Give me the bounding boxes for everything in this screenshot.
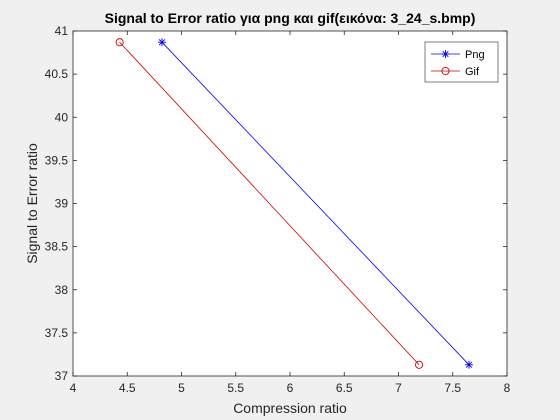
data-point-gif — [115, 38, 124, 47]
series-line-gif — [119, 41, 420, 366]
x-tick-label: 7 — [395, 381, 402, 395]
y-tick-label: 37 — [55, 369, 69, 383]
data-point-png — [157, 38, 166, 47]
x-tick-label: 6.5 — [336, 381, 353, 395]
legend-marker-png-stroke — [442, 50, 449, 58]
chart-title: Signal to Error ratio για png και gif(ει… — [105, 10, 476, 26]
y-tick-label: 40.5 — [45, 67, 69, 81]
plot-area — [73, 31, 507, 376]
y-tick-label: 37.5 — [45, 326, 69, 340]
legend-label-png: Png — [465, 49, 485, 61]
x-tick-label: 4 — [70, 381, 77, 395]
x-tick-label: 5 — [178, 381, 185, 395]
legend-label-gif: Gif — [465, 66, 480, 78]
y-tick-label: 39.5 — [45, 153, 69, 167]
y-tick-label: 41 — [55, 24, 69, 38]
x-tick-label: 5.5 — [227, 381, 244, 395]
x-tick-label: 4.5 — [119, 381, 136, 395]
series-layer — [115, 38, 474, 369]
data-point-gif — [415, 360, 424, 369]
y-tick-label: 39 — [55, 197, 69, 211]
y-tick-label: 40 — [55, 110, 69, 124]
x-tick-label: 7.5 — [444, 381, 461, 395]
data-point-png — [465, 360, 474, 369]
x-tick-label: 6 — [287, 381, 294, 395]
legend-marker-png — [441, 50, 450, 58]
y-axis-label: Signal to Error ratio — [24, 143, 40, 264]
data-point-png-stroke — [158, 39, 166, 46]
legend-items: Png Gif — [431, 49, 485, 78]
legend-box — [424, 41, 499, 83]
x-tick-label: 8 — [504, 381, 511, 395]
y-tick-label: 38 — [55, 283, 69, 297]
series-line-png — [161, 41, 470, 366]
legend-marker-gif — [441, 66, 450, 76]
legend: Png Gif — [424, 41, 499, 83]
ticks-layer: 4 4.5 5 5.5 6 6.5 7 7.5 8 37 37.5 38 38.5 39 39.5 40 40.… — [45, 24, 511, 395]
data-point-png-stroke — [465, 361, 473, 368]
y-tick-label: 38.5 — [45, 240, 69, 254]
x-axis-label: Compression ratio — [233, 400, 347, 416]
